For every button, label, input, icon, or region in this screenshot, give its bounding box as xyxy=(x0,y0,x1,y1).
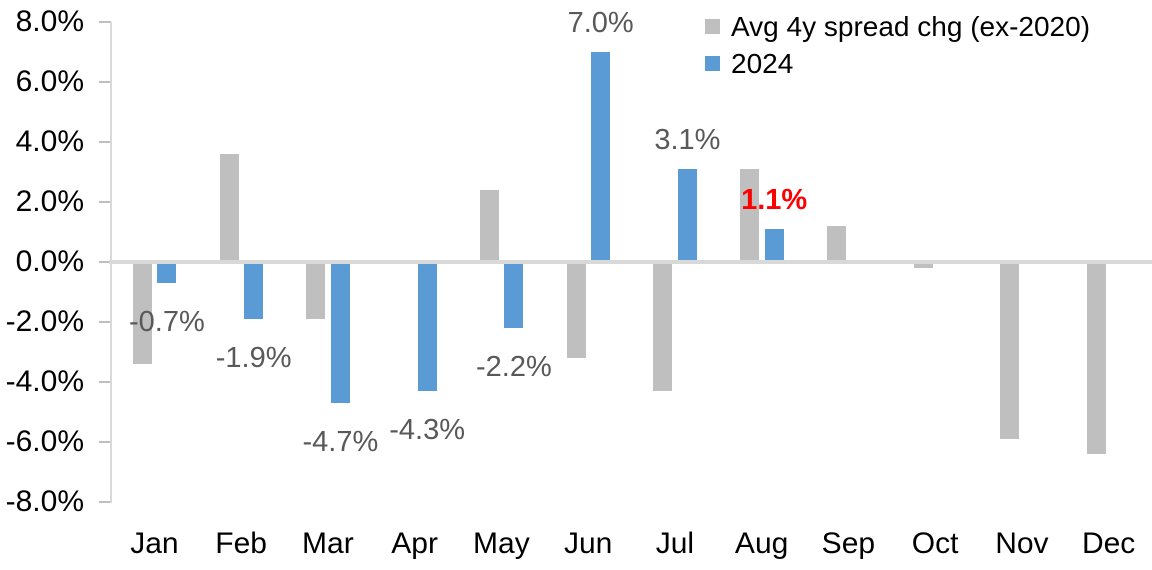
y-axis-tick xyxy=(99,21,111,23)
bar-avg-jun xyxy=(566,262,586,358)
y-axis-label: -2.0% xyxy=(5,305,84,338)
legend: Avg 4y spread chg (ex-2020) 2024 xyxy=(705,8,1090,82)
y-axis-label: -8.0% xyxy=(5,485,84,518)
bar-2024-jan xyxy=(157,262,177,283)
x-axis-label-oct: Oct xyxy=(911,527,959,560)
bar-avg-feb xyxy=(219,154,239,262)
x-axis-label-dec: Dec xyxy=(1081,527,1136,560)
legend-label-avg: Avg 4y spread chg (ex-2020) xyxy=(731,10,1091,42)
x-axis-label-apr: Apr xyxy=(391,527,438,560)
y-axis-label: 2.0% xyxy=(15,185,84,218)
y-axis-tick xyxy=(99,441,111,443)
bar-avg-aug xyxy=(740,169,760,262)
y-axis-tick xyxy=(99,141,111,143)
x-axis-label-jan: Jan xyxy=(130,527,179,560)
data-label-feb: -1.9% xyxy=(215,342,292,374)
zero-gridline xyxy=(109,260,1152,264)
bar-2024-may xyxy=(504,262,524,328)
x-axis-label-aug: Aug xyxy=(734,527,789,560)
bar-avg-sep xyxy=(826,226,846,262)
bar-2024-jul xyxy=(677,169,697,262)
x-axis-label-sep: Sep xyxy=(821,527,876,560)
bar-2024-jun xyxy=(591,52,611,262)
y-axis-tick xyxy=(99,81,111,83)
data-label-jul: 3.1% xyxy=(654,124,721,156)
x-axis-label-jun: Jun xyxy=(563,527,613,560)
y-axis-tick xyxy=(99,321,111,323)
data-label-may: -2.2% xyxy=(475,351,552,383)
y-axis-tick xyxy=(99,261,111,263)
bar-avg-mar xyxy=(306,262,326,319)
y-axis-tick xyxy=(99,201,111,203)
y-axis-label: -4.0% xyxy=(5,365,84,398)
x-axis-label-nov: Nov xyxy=(995,527,1049,560)
y-axis-label: 4.0% xyxy=(15,125,84,158)
bar-avg-may xyxy=(479,190,499,262)
y-axis-tick xyxy=(99,501,111,503)
y-axis-label: 0.0% xyxy=(15,245,84,278)
legend-swatch-avg xyxy=(705,19,720,34)
y-axis-label: 8.0% xyxy=(15,5,84,38)
x-axis-label-jul: Jul xyxy=(655,527,695,560)
x-axis-label-may: May xyxy=(473,527,530,560)
data-label-aug: 1.1% xyxy=(741,184,808,216)
bar-avg-oct xyxy=(913,262,933,268)
y-axis-label: -6.0% xyxy=(5,425,84,458)
legend-swatch-2024 xyxy=(705,56,720,71)
bar-2024-apr xyxy=(417,262,437,391)
data-label-mar: -4.7% xyxy=(302,426,379,458)
bar-avg-jul xyxy=(653,262,673,391)
data-label-jun: 7.0% xyxy=(567,7,634,39)
y-axis-tick xyxy=(99,381,111,383)
bar-avg-nov xyxy=(1000,262,1020,439)
legend-item-avg: Avg 4y spread chg (ex-2020) xyxy=(705,8,1090,45)
bar-2024-aug xyxy=(764,229,784,262)
bar-2024-feb xyxy=(244,262,264,319)
x-axis-label-mar: Mar xyxy=(302,527,354,560)
legend-item-2024: 2024 xyxy=(705,45,1090,82)
bar-avg-jan xyxy=(132,262,152,364)
legend-label-2024: 2024 xyxy=(731,47,794,79)
x-axis-label-feb: Feb xyxy=(215,527,267,560)
bar-avg-dec xyxy=(1087,262,1107,454)
data-label-jan: -0.7% xyxy=(128,306,205,338)
y-axis-label: 6.0% xyxy=(15,65,84,98)
bar-2024-mar xyxy=(330,262,350,403)
data-label-apr: -4.3% xyxy=(389,414,466,446)
